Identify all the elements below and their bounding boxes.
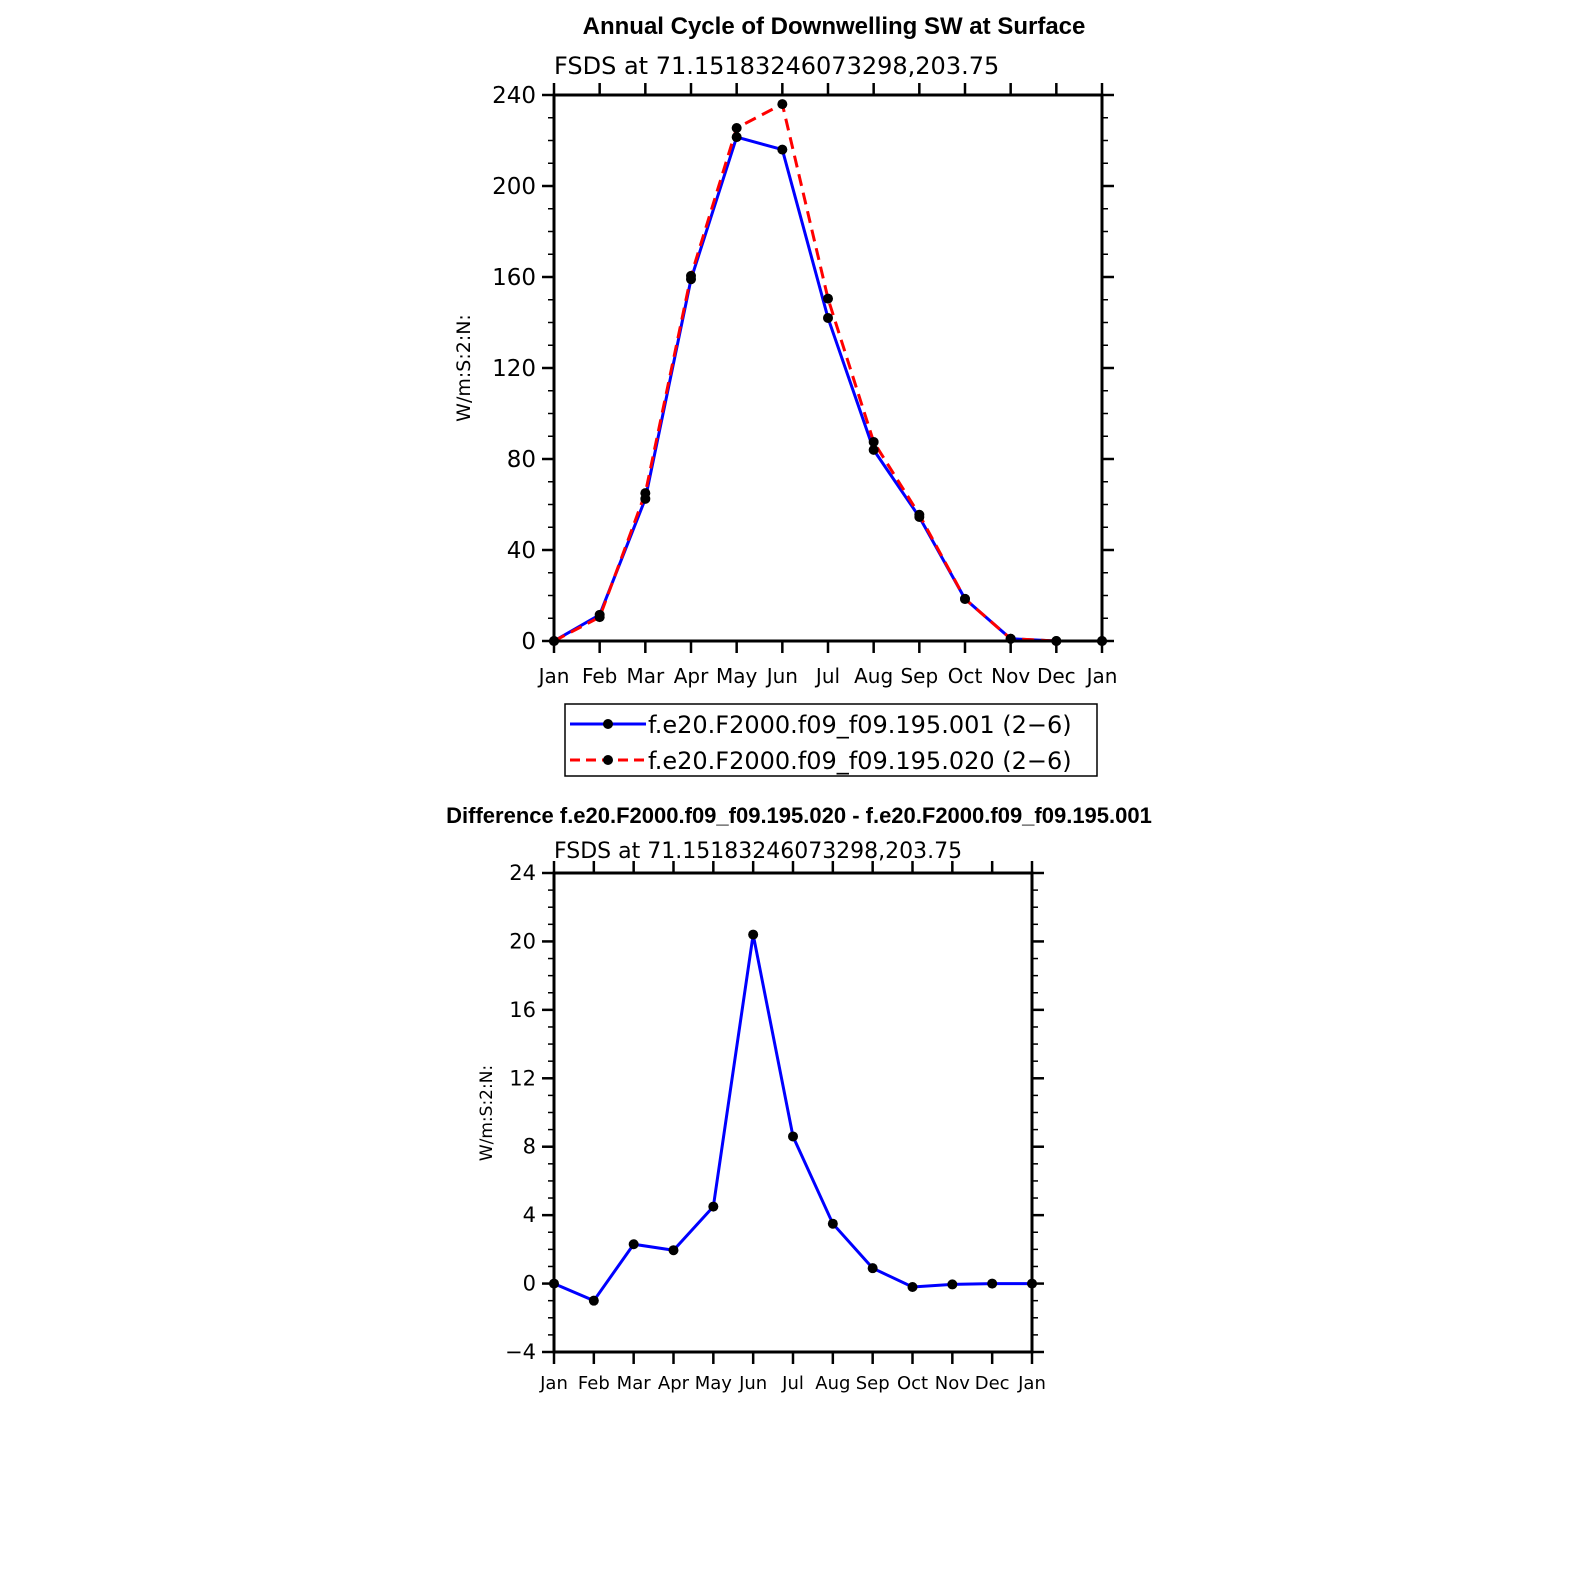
top-x-axis: Jan Feb Mar Apr May Jun Jul Aug Sep Oct Nov Dec Jan [537,83,1118,688]
top-xtick-label: Apr [674,664,709,688]
bot-ytick-label: 4 [523,1203,536,1227]
top-xtick-label: Dec [1037,664,1076,688]
top-xtick-label: Sep [900,664,938,688]
top-series-1-line [553,135,1102,643]
bottom-y-axis-label: W/m:S:2:N: [477,1065,497,1161]
top-series-2-point [777,99,788,110]
top-xtick-label: Jan [1085,664,1118,688]
top-xtick-label: Aug [854,664,893,688]
bot-series-1-point [867,1263,878,1274]
bot-ytick-label: 8 [523,1135,536,1159]
top-xtick-label: Mar [626,664,665,688]
bot-series-1-point [588,1295,599,1306]
bottom-plot-frame [552,871,1034,1354]
bot-xtick-label: Jun [738,1373,767,1394]
bot-xtick-label: Jul [781,1373,804,1394]
top-xtick-label: Jan [537,664,570,688]
top-series-2-point [960,593,970,604]
legend: f.e20.F2000.f09_f09.195.001 (2−6) f.e20.… [564,703,1098,777]
top-xtick-label: May [716,664,758,688]
bottom-plot-area [549,929,1037,1306]
top-series-2-point [686,270,696,281]
bot-xtick-label: Apr [658,1373,690,1394]
bot-series-1-point [668,1245,679,1256]
legend-box [564,703,1098,777]
top-xtick-label: Oct [948,664,983,688]
bot-ytick-label: 0 [523,1272,536,1296]
top-series-2-point [914,509,925,520]
top-ytick-label: 160 [492,265,536,291]
bot-series-1-point [907,1281,918,1292]
top-y-axis: 0 40 80 120 160 200 240 [492,83,1114,655]
bot-xtick-label: Jan [1017,1373,1046,1394]
bot-series-1-point [788,1131,798,1142]
bot-ytick-label: 24 [509,861,536,885]
top-ytick-label: 240 [492,83,536,109]
top-series-2-point [640,488,651,499]
top-ytick-label: 0 [521,629,536,655]
bot-xtick-label: Sep [856,1373,890,1394]
bottom-x-axis: Jan Feb Mar Apr May Jun Jul Aug Sep Oct Nov Dec Jan [539,861,1046,1394]
bot-ytick-label: 16 [509,998,536,1022]
legend-marker-series-2 [603,755,613,765]
top-xtick-label: Jun [765,664,798,688]
bot-series-1-point [708,1201,719,1212]
top-plot-frame [552,93,1104,643]
bottom-chart-title: Difference f.e20.F2000.f09_f09.195.020 -… [446,803,1152,828]
top-series-1-point [777,144,788,155]
top-ytick-label: 80 [507,447,536,473]
top-series-1-point [731,132,742,143]
top-series-2-line [553,101,1102,643]
legend-label-series-2: f.e20.F2000.f09_f09.195.020 (2−6) [648,747,1072,775]
top-chart-title: Annual Cycle of Downwelling SW at Surfac… [583,13,1086,40]
top-ytick-label: 40 [507,538,536,564]
top-series-2-point [868,436,879,447]
bot-xtick-label: Oct [897,1373,928,1394]
bot-xtick-label: May [695,1373,733,1394]
bot-ytick-label: 12 [509,1066,536,1090]
bot-ytick-label: −4 [505,1340,536,1364]
bot-series-1-line [553,934,1032,1303]
top-plot-area [549,99,1107,646]
bot-xtick-label: Mar [617,1373,652,1394]
top-xtick-label: Nov [991,664,1030,688]
bot-series-1-point [827,1218,838,1229]
top-y-axis-label: W/m:S:2:N: [453,314,475,422]
top-ytick-label: 200 [492,174,536,200]
bot-series-1-point [748,929,759,940]
top-series-2-point [731,122,742,133]
top-series-2-point [823,293,833,304]
bot-xtick-label: Jan [539,1373,568,1394]
bot-series-1-point [947,1279,958,1290]
top-xtick-label: Feb [582,664,617,688]
bot-series-1-point [987,1278,998,1289]
legend-marker-series-1 [603,719,613,729]
bottom-chart-subtitle: FSDS at 71.15183246073298,203.75 [554,839,962,864]
top-xtick-label: Jul [814,664,840,688]
bot-xtick-label: Feb [578,1373,610,1394]
bot-xtick-label: Aug [815,1373,850,1394]
top-series-1-point [868,444,879,455]
top-chart-subtitle: FSDS at 71.15183246073298,203.75 [554,52,999,80]
bot-series-1-point [628,1239,639,1250]
bottom-y-axis: −4 0 4 8 12 16 20 24 [505,861,1044,1364]
bot-xtick-label: Dec [975,1373,1010,1394]
top-ytick-label: 120 [492,356,536,382]
bot-xtick-label: Nov [935,1373,970,1394]
top-series-1-point [823,312,833,323]
top-series-2-point [594,612,605,623]
legend-label-series-1: f.e20.F2000.f09_f09.195.001 (2−6) [648,711,1072,739]
bot-ytick-label: 20 [509,929,536,953]
